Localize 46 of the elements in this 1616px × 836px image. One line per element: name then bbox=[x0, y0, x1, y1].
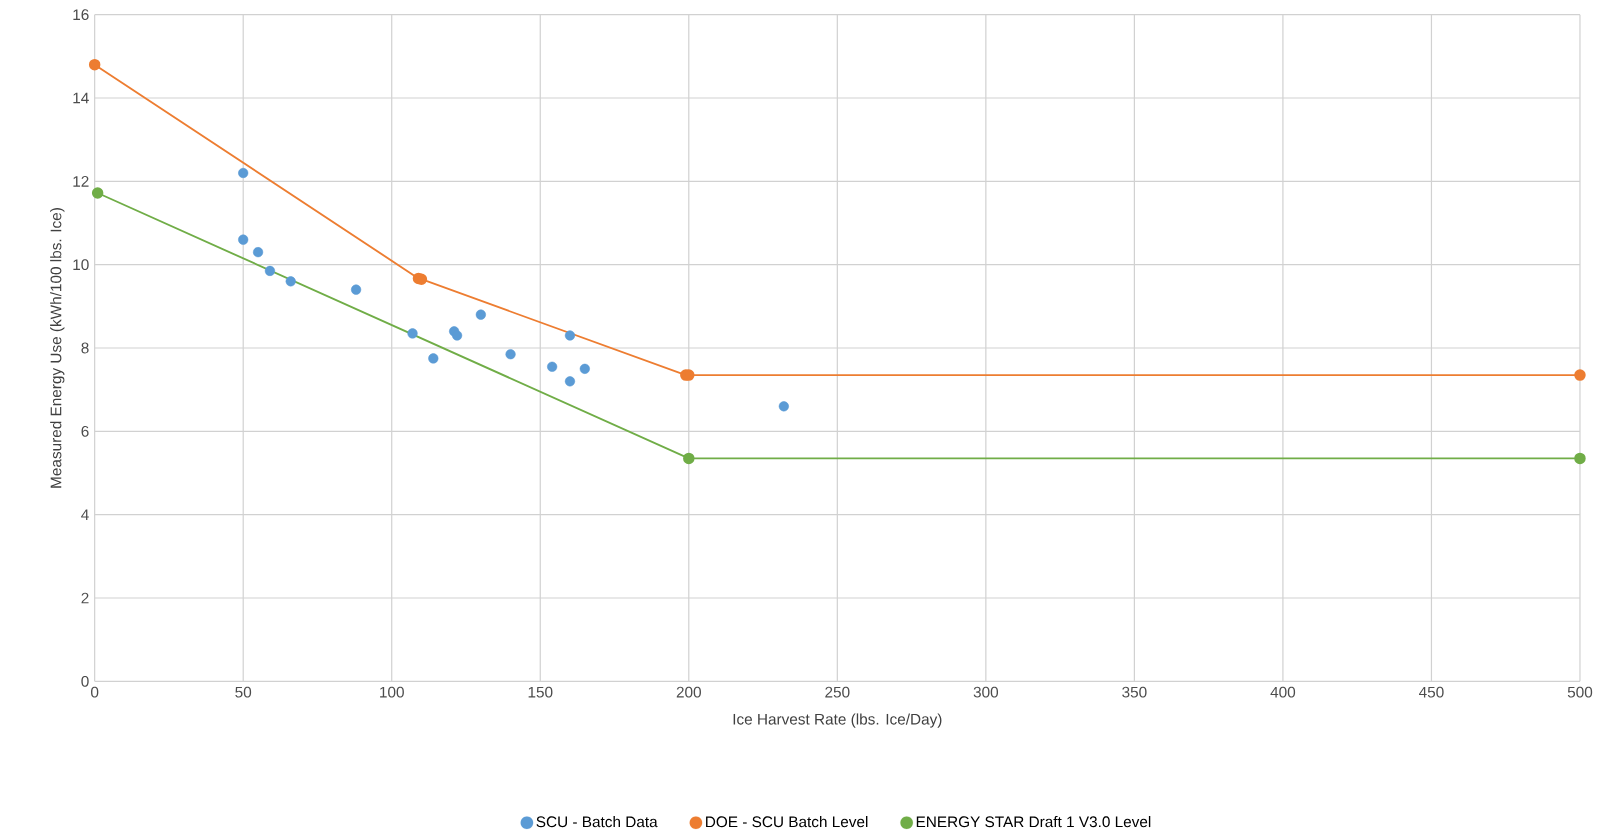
point bbox=[91, 187, 104, 199]
x-tick-label: 150 bbox=[528, 686, 553, 698]
y-tick-label: 4 bbox=[81, 509, 89, 520]
x-tick-label: 450 bbox=[1419, 686, 1444, 698]
point bbox=[238, 234, 249, 245]
point bbox=[238, 167, 249, 179]
x-tick-label: 500 bbox=[1567, 686, 1593, 698]
y-tick-label: 2 bbox=[81, 592, 89, 604]
x-tick-label: 350 bbox=[1122, 686, 1147, 698]
point bbox=[88, 58, 101, 71]
point bbox=[264, 265, 276, 276]
y-tick-label: 8 bbox=[81, 342, 89, 354]
x-axis-title: Ice Harvest Rate (lbs. Ice/Day) bbox=[733, 713, 942, 728]
point bbox=[252, 247, 264, 258]
y-tick-label: 16 bbox=[73, 9, 89, 21]
point bbox=[452, 330, 463, 341]
y-tick-label: 0 bbox=[81, 675, 89, 687]
point bbox=[407, 328, 418, 339]
point bbox=[351, 284, 362, 295]
y-tick-label: 14 bbox=[73, 92, 89, 104]
x-tick-label: 50 bbox=[235, 686, 252, 698]
point bbox=[505, 349, 516, 360]
point bbox=[778, 401, 789, 412]
x-tick-label: 300 bbox=[973, 686, 999, 698]
point bbox=[285, 276, 296, 287]
point bbox=[1574, 369, 1586, 381]
x-tick-label: 0 bbox=[91, 686, 99, 698]
point bbox=[683, 452, 695, 465]
point bbox=[475, 309, 486, 320]
x-tick-label: 400 bbox=[1270, 686, 1296, 698]
y-tick-label: 12 bbox=[73, 175, 89, 187]
point bbox=[579, 363, 590, 374]
y-tick-label: 10 bbox=[73, 259, 89, 271]
point bbox=[564, 376, 576, 387]
y-axis-title: Measured Energy Use (kWh/100 lbs. Ice) bbox=[50, 208, 65, 488]
x-tick-label: 200 bbox=[676, 686, 701, 698]
point bbox=[564, 330, 576, 341]
point bbox=[1574, 452, 1586, 465]
x-tick-label: 250 bbox=[825, 686, 850, 698]
point bbox=[547, 361, 558, 372]
legend-label: SCU - Batch Data bbox=[536, 815, 658, 828]
point bbox=[428, 353, 439, 364]
legend-label: DOE - SCU Batch Level bbox=[706, 815, 868, 828]
y-tick-label: 6 bbox=[81, 425, 89, 437]
x-tick-label: 100 bbox=[380, 686, 404, 698]
legend-label: ENERGY STAR Draft 1 V3.0 Level bbox=[916, 815, 1151, 828]
